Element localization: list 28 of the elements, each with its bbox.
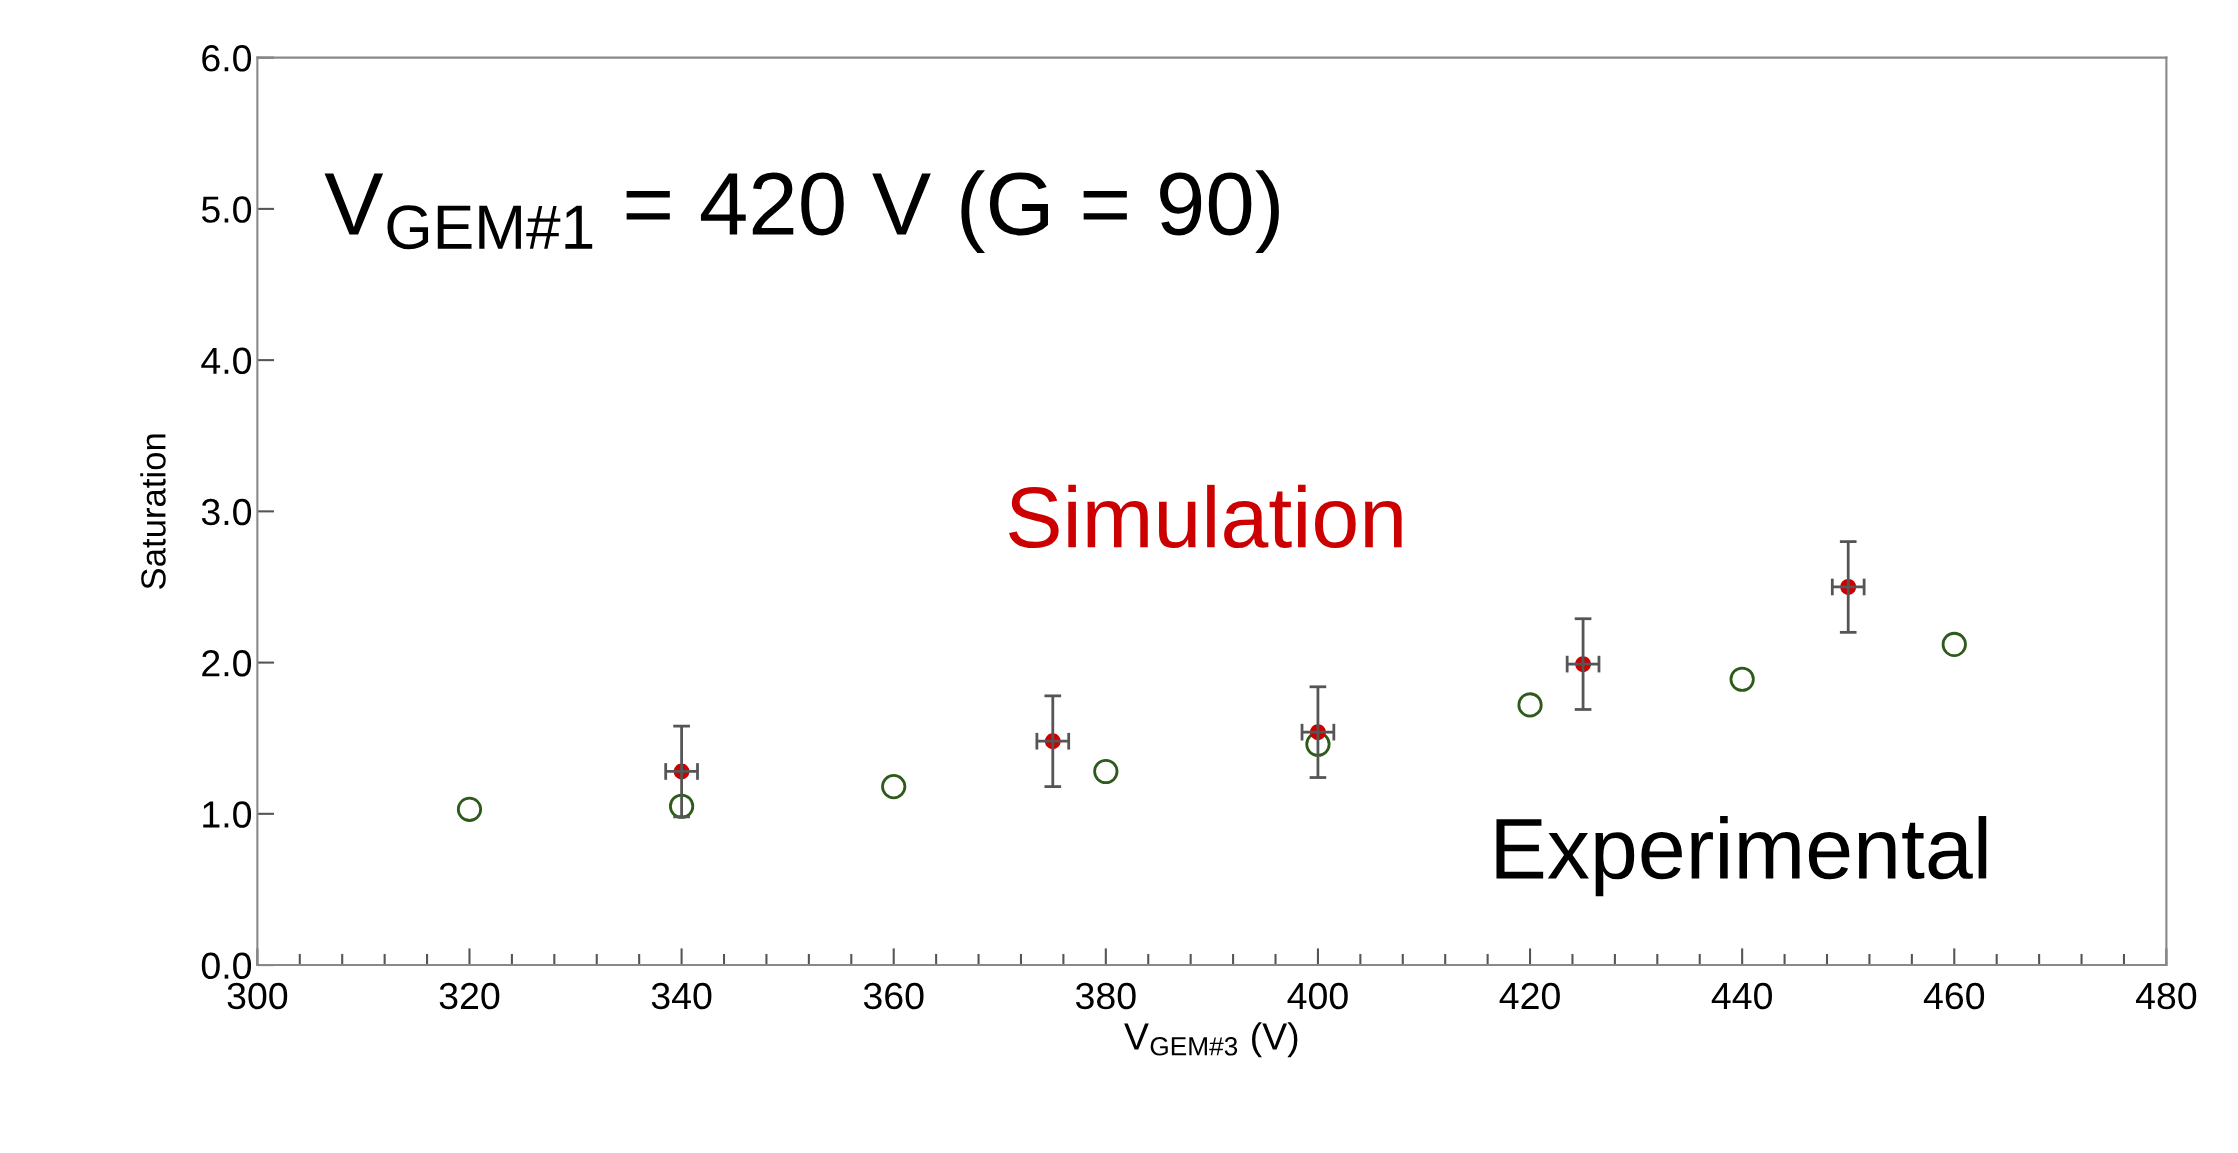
- y-tick-label: 6.0: [202, 45, 252, 72]
- annotation: V$_{GEM#1}$ = 420 V (G = 90): [324, 170, 1279, 253]
- y-axis-title: Saturation: [140, 434, 166, 589]
- x-tick-label: 480: [2135, 982, 2197, 1010]
- point: [1093, 758, 1119, 785]
- y-tick-label: 0.0: [201, 952, 252, 980]
- x-tick-label: 460: [1923, 982, 1985, 1010]
- point: [1941, 631, 1967, 658]
- x-tick-label: 440: [1711, 982, 1772, 1010]
- y-tick-label: 3.0: [201, 498, 252, 526]
- y-tick-label: 5.0: [201, 196, 252, 223]
- y-tick-label: 1.0: [203, 801, 252, 828]
- x-tick-label: 360: [863, 982, 924, 1010]
- x-tick-label: 320: [439, 982, 500, 1010]
- point: [456, 796, 483, 822]
- y-tick-label: 4.0: [201, 347, 252, 375]
- point: [1729, 666, 1755, 692]
- x-axis-title: V$_{GEM#3}$ (V): [1124, 1022, 1298, 1058]
- x-tick-label: 340: [651, 982, 712, 1010]
- x-tick-label: 400: [1287, 982, 1348, 1010]
- point: [881, 774, 907, 800]
- x-tick-label: 420: [1499, 982, 1560, 1010]
- point: [1517, 692, 1543, 718]
- series-label: Experimental: [1496, 816, 1987, 897]
- y-tick-label: 2.0: [202, 649, 252, 677]
- text: Simulation: [1009, 484, 1402, 549]
- x-tick-label: 300: [227, 982, 288, 1010]
- x-tick-label: 380: [1075, 982, 1136, 1010]
